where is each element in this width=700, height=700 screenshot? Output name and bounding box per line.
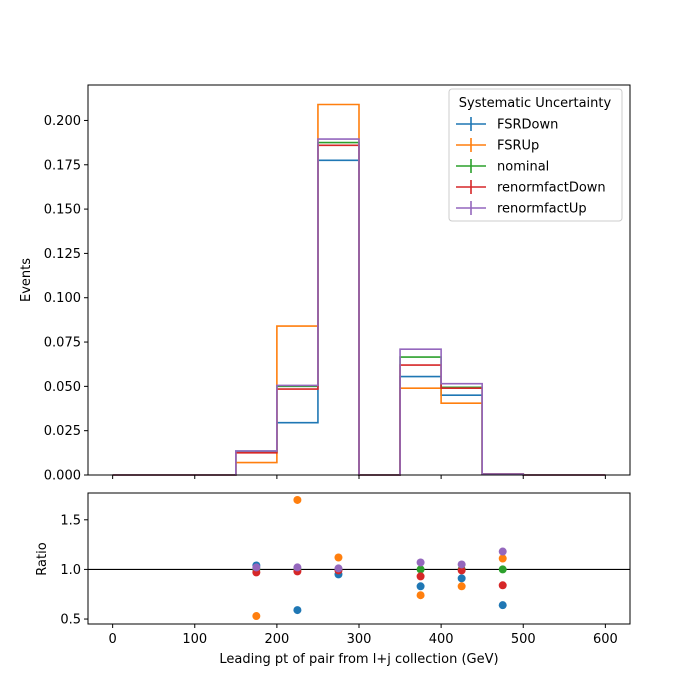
ratio-point-renormfactDown bbox=[416, 572, 425, 581]
x-tick-label: 500 bbox=[511, 632, 536, 647]
legend-label: FSRUp bbox=[497, 139, 539, 154]
ratio-point-FSRUp bbox=[457, 582, 466, 591]
main-y-tick-label: 0.100 bbox=[44, 291, 81, 306]
ratio-y-tick-label: 0.5 bbox=[60, 613, 81, 628]
x-axis-label: Leading pt of pair from l+j collection (… bbox=[219, 652, 498, 667]
ratio-point-renormfactUp bbox=[334, 564, 343, 573]
ratio-plot-panel: 0.5 1.0 1.5 0 100 200 300 400 500 600 Ratio bbox=[35, 492, 631, 647]
ratio-point-nominal bbox=[498, 565, 507, 574]
main-y-tick-label: 0.150 bbox=[44, 203, 81, 218]
legend-label: nominal bbox=[497, 160, 549, 175]
ratio-y-tick-label: 1.0 bbox=[60, 563, 81, 578]
legend-label: renormfactDown bbox=[497, 181, 606, 196]
ratio-point-renormfactUp bbox=[416, 558, 425, 567]
x-tick-label: 200 bbox=[264, 632, 289, 647]
main-y-tick-label: 0.200 bbox=[44, 114, 81, 129]
legend-label: FSRDown bbox=[497, 118, 558, 133]
x-tick-label: 0 bbox=[108, 632, 116, 647]
ratio-point-FSRUp bbox=[334, 553, 343, 562]
ratio-point-FSRDown bbox=[293, 606, 302, 615]
ratio-point-FSRDown bbox=[457, 574, 466, 583]
legend-entry: renormfactDown bbox=[456, 180, 606, 196]
legend-entry: FSRDown bbox=[456, 117, 558, 133]
legend-box bbox=[448, 88, 623, 222]
ratio-points bbox=[252, 495, 507, 621]
ratio-point-FSRUp bbox=[252, 612, 261, 621]
x-tick-label: 100 bbox=[182, 632, 207, 647]
ratio-point-renormfactUp bbox=[293, 563, 302, 572]
main-x-ticks bbox=[112, 475, 606, 479]
ratio-point-renormfactUp bbox=[457, 560, 466, 569]
legend-label: renormfactUp bbox=[497, 202, 587, 217]
ratio-y-ticks: 0.5 1.0 1.5 bbox=[60, 513, 88, 628]
legend-entry: nominal bbox=[456, 159, 549, 175]
main-y-tick-label: 0.000 bbox=[44, 469, 81, 484]
ratio-point-FSRUp bbox=[498, 554, 507, 563]
ratio-point-renormfactDown bbox=[498, 581, 507, 590]
legend-entry: renormfactUp bbox=[456, 201, 587, 217]
ratio-point-renormfactUp bbox=[498, 547, 507, 556]
ratio-plot-area bbox=[88, 493, 630, 624]
ratio-point-renormfactUp bbox=[252, 563, 261, 572]
main-y-axis-label: Events bbox=[19, 258, 34, 302]
ratio-y-axis-label: Ratio bbox=[35, 542, 50, 575]
ratio-point-FSRDown bbox=[416, 582, 425, 591]
x-tick-label: 400 bbox=[429, 632, 454, 647]
ratio-point-FSRUp bbox=[293, 495, 302, 504]
ratio-point-renormfactDown bbox=[457, 566, 466, 575]
ratio-x-ticks: 0 100 200 300 400 500 600 bbox=[108, 624, 618, 647]
main-plot-frame bbox=[87, 84, 631, 476]
ratio-y-tick-label: 1.5 bbox=[60, 513, 81, 528]
main-y-ticks: 0.000 0.025 0.050 0.075 0.100 0.125 0.150 0.175… bbox=[44, 114, 88, 484]
ratio-point-nominal bbox=[416, 565, 425, 574]
main-y-tick-label: 0.175 bbox=[44, 158, 81, 173]
x-tick-label: 600 bbox=[593, 632, 618, 647]
main-y-tick-label: 0.050 bbox=[44, 380, 81, 395]
ratio-plot-frame bbox=[87, 492, 631, 625]
legend-entry: FSRUp bbox=[456, 138, 539, 154]
legend-entries: FSRDown FSRUp nominal renormfactDown renormf… bbox=[456, 117, 606, 217]
main-y-tick-label: 0.125 bbox=[44, 247, 81, 262]
main-y-tick-label: 0.075 bbox=[44, 336, 81, 351]
legend: Systematic Uncertainty FSRDown FSRUp nomin… bbox=[448, 88, 623, 222]
main-y-tick-label: 0.025 bbox=[44, 424, 81, 439]
x-tick-label: 300 bbox=[347, 632, 372, 647]
ratio-point-FSRDown bbox=[498, 601, 507, 610]
ratio-point-FSRUp bbox=[416, 591, 425, 600]
legend-title: Systematic Uncertainty bbox=[459, 96, 612, 111]
